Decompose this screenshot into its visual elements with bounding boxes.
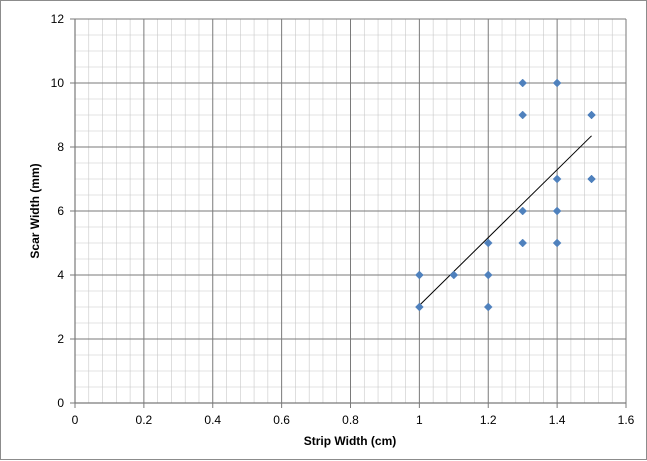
data-point bbox=[552, 206, 562, 216]
data-point bbox=[518, 78, 528, 88]
x-tick-labels: 0 0.2 0.4 0.6 0.8 1 1.2 1.4 1.6 bbox=[72, 413, 635, 427]
x-axis-title: Strip Width (cm) bbox=[304, 434, 397, 448]
data-point bbox=[518, 238, 528, 248]
data-point bbox=[483, 238, 493, 248]
y-tick-label: 4 bbox=[57, 268, 64, 282]
data-points bbox=[415, 78, 596, 312]
y-tick-label: 2 bbox=[57, 332, 64, 346]
y-tick-labels: 0 2 4 6 8 10 12 bbox=[51, 12, 65, 410]
x-tick-label: 1 bbox=[416, 413, 423, 427]
data-point bbox=[518, 206, 528, 216]
x-tick-label: 0.6 bbox=[273, 413, 290, 427]
x-tick-label: 0 bbox=[72, 413, 79, 427]
x-tick-label: 1.6 bbox=[618, 413, 635, 427]
data-point bbox=[415, 302, 424, 312]
y-axis-title: Scar Width (mm) bbox=[28, 163, 42, 258]
x-tick-label: 0.8 bbox=[342, 413, 359, 427]
y-tick-label: 0 bbox=[57, 396, 64, 410]
x-tick-label: 0.2 bbox=[136, 413, 153, 427]
y-tick-label: 12 bbox=[51, 12, 65, 26]
data-point bbox=[483, 302, 493, 312]
data-point bbox=[483, 270, 493, 280]
data-point bbox=[449, 270, 459, 280]
data-point bbox=[415, 270, 424, 280]
data-point bbox=[518, 110, 528, 120]
data-point bbox=[587, 110, 596, 120]
axes bbox=[70, 18, 627, 408]
x-tick-label: 1.2 bbox=[480, 413, 497, 427]
x-tick-label: 0.4 bbox=[204, 413, 221, 427]
data-point bbox=[552, 238, 562, 248]
data-point bbox=[552, 174, 562, 184]
data-point bbox=[587, 174, 596, 184]
data-point bbox=[552, 78, 562, 88]
y-tick-label: 10 bbox=[51, 76, 65, 90]
y-tick-label: 8 bbox=[57, 140, 64, 154]
x-tick-label: 1.4 bbox=[549, 413, 566, 427]
trendline-group bbox=[419, 135, 592, 306]
y-tick-label: 6 bbox=[57, 204, 64, 218]
trendline bbox=[419, 135, 592, 306]
